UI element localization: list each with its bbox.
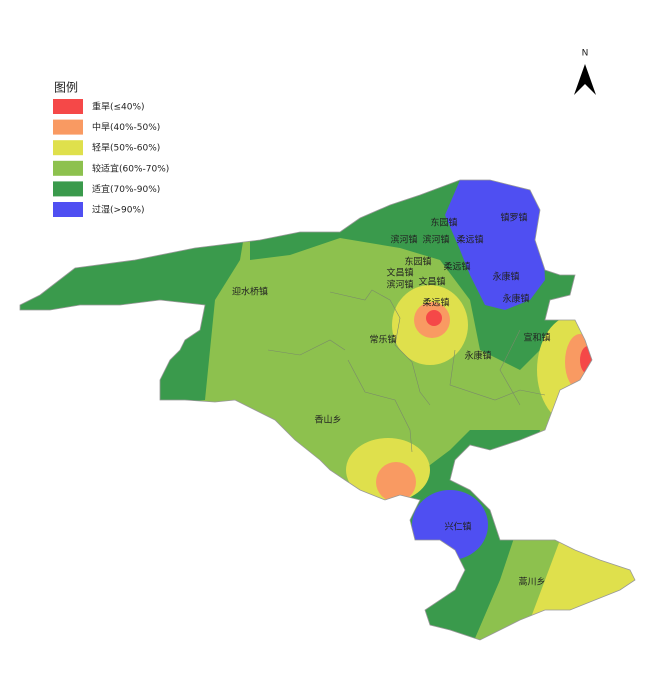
place-label: 柔远镇 bbox=[443, 261, 470, 273]
legend-label: 轻旱(50%-60%) bbox=[92, 142, 160, 154]
place-label: 永康镇 bbox=[492, 271, 519, 283]
legend-swatch bbox=[53, 202, 83, 217]
place-label: 柔远镇 bbox=[456, 234, 483, 246]
legend-swatch bbox=[53, 160, 83, 176]
place-label: 常乐镇 bbox=[369, 334, 396, 346]
north-arrow: N bbox=[574, 49, 596, 95]
north-label: N bbox=[582, 49, 589, 59]
place-label: 蒿川乡 bbox=[518, 576, 545, 588]
legend-label: 过湿(>90%) bbox=[92, 204, 145, 216]
legend-label: 重旱(≤40%) bbox=[92, 101, 145, 113]
place-label: 香山乡 bbox=[314, 415, 341, 426]
place-label: 迎水桥镇 bbox=[232, 286, 268, 298]
place-label: 兴仁镇 bbox=[444, 521, 471, 533]
place-label: 文昌镇 bbox=[386, 267, 413, 279]
zone-severe bbox=[580, 346, 596, 374]
place-label: 东园镇 bbox=[430, 217, 457, 229]
legend-label: 适宜(70%-90%) bbox=[92, 183, 160, 195]
place-label: 滨河镇 bbox=[422, 234, 449, 246]
place-label: 永康镇 bbox=[502, 293, 529, 305]
legend: 图例 重旱(≤40%) 中旱(40%-50%) 轻旱(50%-60%) 较适宜(60%… bbox=[53, 81, 169, 217]
place-label: 文昌镇 bbox=[418, 276, 445, 288]
place-label: 滨河镇 bbox=[390, 234, 417, 246]
legend-title: 图例 bbox=[54, 81, 78, 95]
place-label: 永康镇 bbox=[464, 350, 491, 362]
place-label: 柔远镇 bbox=[422, 297, 449, 309]
legend-swatch bbox=[53, 140, 83, 156]
place-label: 宣和镇 bbox=[523, 332, 550, 344]
boundary bbox=[267, 289, 546, 453]
arrow-right bbox=[585, 64, 596, 95]
place-label: 东园镇 bbox=[404, 256, 431, 268]
legend-swatch bbox=[53, 99, 83, 114]
zones bbox=[20, 180, 635, 640]
place-labels: 东园镇 镇罗镇 滨河镇 滨河镇 柔远镇 东园镇 柔远镇 文昌镇 文昌镇 滨河镇 … bbox=[232, 212, 551, 588]
zone-severe bbox=[426, 310, 442, 326]
place-label: 滨河镇 bbox=[386, 279, 413, 291]
legend-swatch bbox=[53, 119, 83, 135]
legend-label: 中旱(40%-50%) bbox=[92, 121, 160, 133]
arrow-left bbox=[574, 64, 585, 95]
legend-label: 较适宜(60%-70%) bbox=[92, 162, 169, 174]
zone-medium bbox=[376, 462, 416, 502]
place-label: 镇罗镇 bbox=[500, 212, 527, 224]
legend-swatch bbox=[53, 181, 83, 197]
zone-wet bbox=[445, 180, 545, 310]
